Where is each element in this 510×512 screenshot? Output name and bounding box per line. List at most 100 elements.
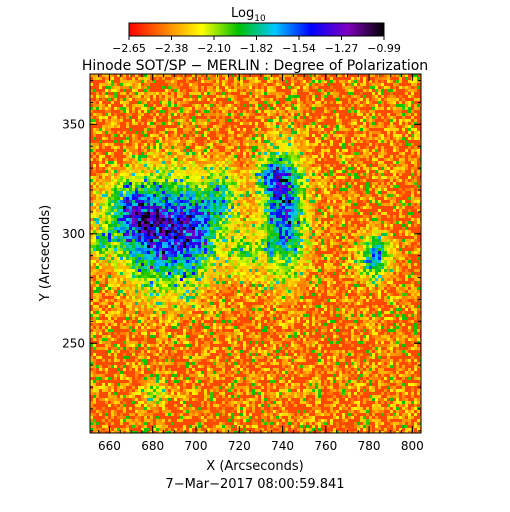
- heat-cell: [357, 245, 360, 248]
- heat-cell: [363, 230, 366, 233]
- heat-cell: [408, 230, 411, 233]
- heat-cell: [186, 80, 189, 83]
- heat-cell: [132, 221, 135, 224]
- heat-cell: [270, 191, 273, 194]
- heat-cell: [351, 146, 354, 149]
- heat-cell: [192, 170, 195, 173]
- heat-cell: [168, 104, 171, 107]
- heat-cell: [93, 197, 96, 200]
- heat-cell: [141, 233, 144, 236]
- heat-cell: [330, 194, 333, 197]
- heat-cell: [276, 245, 279, 248]
- heat-cell: [381, 155, 384, 158]
- heat-cell: [258, 80, 261, 83]
- heat-cell: [135, 83, 138, 86]
- heat-cell: [381, 149, 384, 152]
- heat-cell: [207, 218, 210, 221]
- heat-cell: [372, 119, 375, 122]
- heat-cell: [171, 140, 174, 143]
- heat-cell: [276, 173, 279, 176]
- heat-cell: [369, 86, 372, 89]
- heat-cell: [117, 236, 120, 239]
- heat-cell: [249, 230, 252, 233]
- heat-cell: [408, 224, 411, 227]
- heat-cell: [168, 224, 171, 227]
- heat-cell: [252, 98, 255, 101]
- heat-cell: [114, 248, 117, 251]
- heat-cell: [303, 128, 306, 131]
- heat-cell: [360, 86, 363, 89]
- heat-cell: [273, 113, 276, 116]
- heat-cell: [114, 179, 117, 182]
- heat-cell: [168, 110, 171, 113]
- heat-cell: [234, 185, 237, 188]
- heat-cell: [354, 233, 357, 236]
- heat-cell: [237, 140, 240, 143]
- heat-cell: [219, 140, 222, 143]
- heat-cell: [135, 212, 138, 215]
- heat-cell: [411, 158, 414, 161]
- heat-cell: [288, 170, 291, 173]
- heat-cell: [195, 245, 198, 248]
- heat-cell: [207, 248, 210, 251]
- heat-cell: [189, 188, 192, 191]
- heat-cell: [297, 140, 300, 143]
- heat-cell: [267, 104, 270, 107]
- heat-cell: [174, 128, 177, 131]
- heat-cell: [192, 209, 195, 212]
- heat-cell: [312, 80, 315, 83]
- heat-cell: [165, 248, 168, 251]
- heat-cell: [378, 101, 381, 104]
- heat-cell: [231, 176, 234, 179]
- heat-cell: [96, 104, 99, 107]
- heat-cell: [360, 248, 363, 251]
- heat-cell: [162, 227, 165, 230]
- heat-cell: [258, 104, 261, 107]
- heat-cell: [132, 242, 135, 245]
- heat-cell: [270, 110, 273, 113]
- heat-cell: [171, 86, 174, 89]
- heat-cell: [300, 107, 303, 110]
- heat-cell: [306, 200, 309, 203]
- heat-cell: [291, 119, 294, 122]
- heat-cell: [132, 203, 135, 206]
- heat-cell: [306, 227, 309, 230]
- heat-cell: [339, 176, 342, 179]
- heat-cell: [195, 233, 198, 236]
- heat-cell: [321, 239, 324, 242]
- heat-cell: [312, 236, 315, 239]
- heat-cell: [210, 77, 213, 80]
- heat-cell: [189, 152, 192, 155]
- heat-cell: [384, 152, 387, 155]
- heat-cell: [210, 191, 213, 194]
- heat-cell: [144, 110, 147, 113]
- heat-cell: [288, 239, 291, 242]
- heat-cell: [168, 209, 171, 212]
- heat-cell: [126, 167, 129, 170]
- heat-cell: [105, 110, 108, 113]
- heat-cell: [339, 80, 342, 83]
- heat-cell: [243, 113, 246, 116]
- heat-cell: [126, 125, 129, 128]
- heat-cell: [144, 128, 147, 131]
- heat-cell: [225, 242, 228, 245]
- heat-cell: [222, 176, 225, 179]
- heat-cell: [237, 161, 240, 164]
- heat-cell: [294, 236, 297, 239]
- heat-cell: [195, 92, 198, 95]
- heat-cell: [105, 152, 108, 155]
- heat-cell: [180, 119, 183, 122]
- heat-cell: [105, 209, 108, 212]
- heat-cell: [363, 95, 366, 98]
- heat-cell: [297, 224, 300, 227]
- heat-cell: [168, 140, 171, 143]
- heat-cell: [180, 95, 183, 98]
- heat-cell: [294, 215, 297, 218]
- heat-cell: [390, 248, 393, 251]
- heat-cell: [123, 227, 126, 230]
- heat-cell: [303, 215, 306, 218]
- heat-cell: [195, 143, 198, 146]
- heat-cell: [249, 110, 252, 113]
- heat-cell: [186, 98, 189, 101]
- heat-cell: [369, 224, 372, 227]
